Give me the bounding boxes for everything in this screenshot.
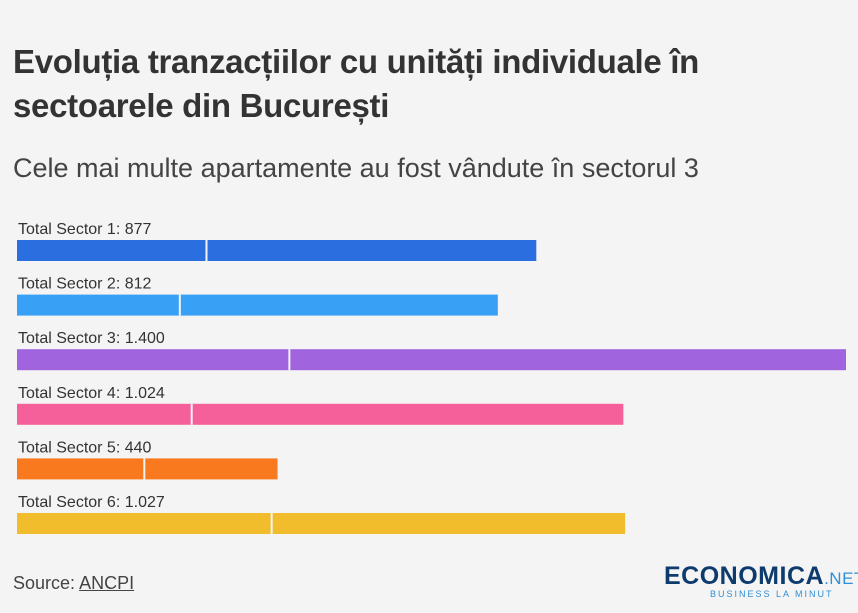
logo-tagline: BUSINESS LA MINUT bbox=[710, 589, 834, 599]
chart-subtitle: Cele mai multe apartamente au fost vându… bbox=[13, 153, 699, 183]
bar-sector-3[interactable] bbox=[17, 349, 846, 371]
bar-segment-divider-sector-5 bbox=[143, 458, 146, 480]
bar-segment-divider-sector-2 bbox=[178, 294, 181, 316]
logo-wordmark: ECONOMICA.NET bbox=[664, 562, 858, 591]
source-label: Source: bbox=[13, 573, 76, 593]
chart-title: Evoluția tranzacțiilor cu unități indivi… bbox=[13, 43, 700, 124]
logo-main-text: ECONOMICA bbox=[664, 562, 825, 590]
bar-sector-4[interactable] bbox=[17, 403, 624, 425]
bar-sector-1[interactable] bbox=[17, 240, 537, 261]
bar-label-sector-3: Total Sector 3: 1.400 bbox=[18, 330, 165, 347]
source-note: Source: ANCPI bbox=[13, 573, 134, 594]
bar-segment-divider-sector-1 bbox=[205, 240, 208, 261]
bar-sector-5[interactable] bbox=[17, 458, 278, 480]
bar-segment-divider-sector-3 bbox=[288, 349, 291, 371]
bar-sector-6[interactable] bbox=[17, 513, 626, 534]
bar-segment-divider-sector-4 bbox=[190, 403, 193, 425]
bar-label-sector-1: Total Sector 1: 877 bbox=[18, 221, 152, 238]
bar-label-sector-2: Total Sector 2: 812 bbox=[18, 276, 152, 293]
bar-label-sector-5: Total Sector 5: 440 bbox=[18, 439, 152, 456]
logo-suffix: .NET bbox=[824, 569, 858, 588]
economica-logo[interactable]: ECONOMICA.NET BUSINESS LA MINUT bbox=[664, 562, 858, 602]
source-link[interactable]: ANCPI bbox=[79, 573, 135, 593]
bar-label-sector-4: Total Sector 4: 1.024 bbox=[18, 385, 165, 402]
bar-segment-divider-sector-6 bbox=[270, 513, 273, 534]
bar-label-sector-6: Total Sector 6: 1.027 bbox=[18, 494, 165, 511]
bar-sector-2[interactable] bbox=[17, 294, 498, 316]
